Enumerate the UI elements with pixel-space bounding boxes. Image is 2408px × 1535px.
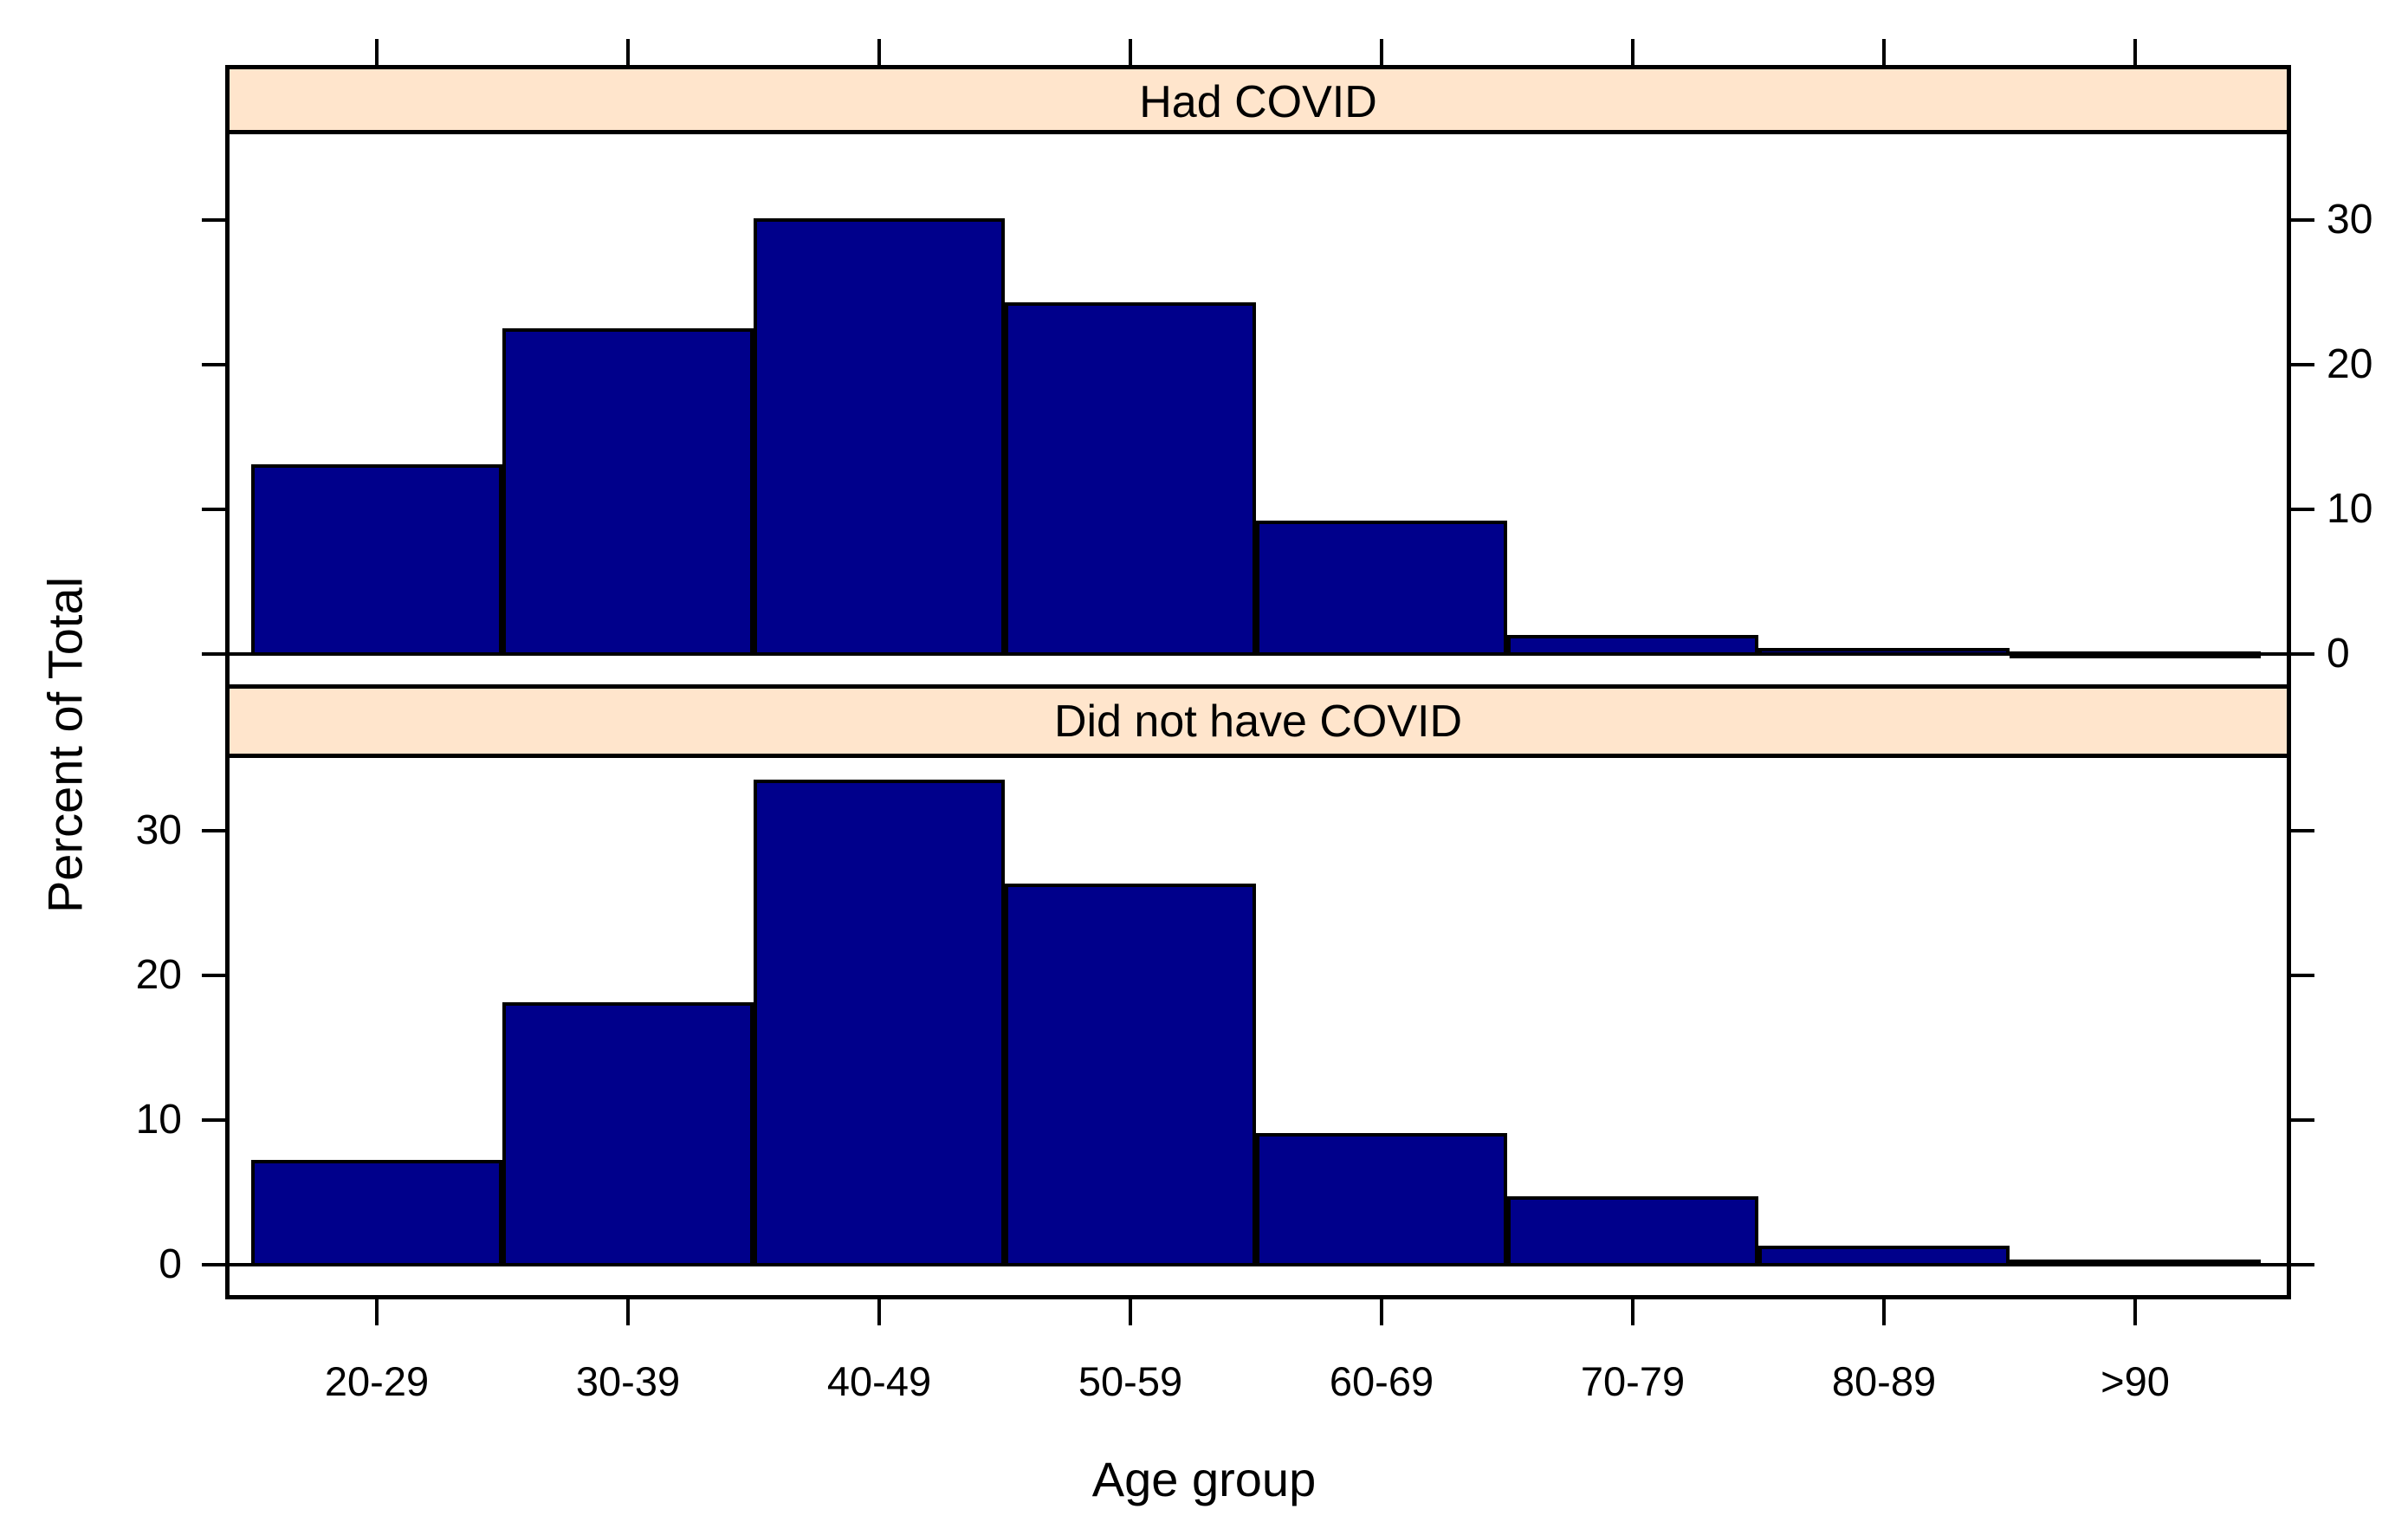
x-axis-tick-bottom (877, 1299, 881, 1325)
y-axis-tick (202, 508, 225, 511)
x-axis-tick-bottom (1882, 1299, 1886, 1325)
x-tick-label: 20-29 (324, 1358, 430, 1404)
x-axis-tick-top (1882, 39, 1886, 65)
x-axis-tick-top (1631, 39, 1634, 65)
x-axis-tick-top (375, 39, 379, 65)
y-axis-tick (2291, 652, 2314, 656)
strip-label: Had COVID (1139, 76, 1377, 127)
y-axis-tick (2291, 1118, 2314, 1122)
y-axis-tick (202, 829, 225, 832)
y-axis-tick (2291, 974, 2314, 977)
y-tick-label: 10 (2327, 486, 2373, 532)
x-axis-tick-top (626, 39, 630, 65)
histogram-bar (1005, 302, 1256, 656)
x-tick-label: 50-59 (1078, 1358, 1183, 1404)
x-axis-tick-bottom (2133, 1299, 2137, 1325)
x-tick-label: 80-89 (1831, 1358, 1937, 1404)
y-axis-tick (202, 1263, 225, 1266)
x-tick-label: 40-49 (826, 1358, 932, 1404)
x-axis-tick-top (877, 39, 881, 65)
x-axis-title: Age group (1091, 1452, 1317, 1506)
histogram-bar (1256, 521, 1507, 656)
zero-axis-line (230, 652, 2287, 656)
y-tick-label: 0 (159, 1241, 182, 1287)
y-axis-tick (202, 974, 225, 977)
y-axis-tick (2291, 218, 2314, 222)
y-axis-tick (202, 363, 225, 366)
y-axis-tick (2291, 363, 2314, 366)
histogram-bar (754, 218, 1005, 656)
y-axis-tick (2291, 829, 2314, 832)
histogram-bar (251, 1160, 502, 1266)
x-axis-tick-bottom (1129, 1299, 1132, 1325)
histogram-bar (1507, 1196, 1758, 1266)
y-axis-tick (2291, 1263, 2314, 1266)
y-axis-tick (202, 218, 225, 222)
x-axis-tick-bottom (1631, 1299, 1634, 1325)
y-tick-label: 30 (2327, 197, 2373, 243)
y-tick-label: 0 (2327, 631, 2350, 677)
histogram-bar (251, 464, 502, 656)
x-axis-tick-top (1380, 39, 1383, 65)
y-axis-title: Percent of Total (37, 576, 93, 914)
x-axis-tick-bottom (375, 1299, 379, 1325)
histogram-bar (1005, 884, 1256, 1266)
panel-had-covid (225, 130, 2291, 689)
y-axis-tick (202, 652, 225, 656)
y-tick-label: 20 (135, 952, 182, 998)
y-tick-label: 10 (135, 1097, 182, 1143)
histogram-bar (754, 780, 1005, 1266)
x-tick-label: 60-69 (1329, 1358, 1434, 1404)
y-axis-tick (202, 1118, 225, 1122)
histogram-bar (502, 1002, 754, 1266)
x-tick-label: >90 (2101, 1358, 2170, 1404)
x-tick-label: 30-39 (575, 1358, 681, 1404)
panel-did-not-have-covid (225, 754, 2291, 1299)
y-tick-label: 30 (135, 807, 182, 853)
x-tick-label: 70-79 (1580, 1358, 1686, 1404)
y-tick-label: 20 (2327, 341, 2373, 387)
panel-strip-had-covid: Had COVID (225, 65, 2291, 134)
strip-label: Did not have COVID (1053, 696, 1463, 747)
panel-strip-did-not-have-covid: Did not have COVID (225, 689, 2291, 754)
histogram-bar (1256, 1133, 1507, 1266)
y-axis-tick (2291, 508, 2314, 511)
x-axis-tick-bottom (626, 1299, 630, 1325)
zero-axis-line (230, 1263, 2287, 1266)
x-axis-tick-top (2133, 39, 2137, 65)
x-axis-tick-bottom (1380, 1299, 1383, 1325)
histogram-bar (502, 328, 754, 656)
x-axis-tick-top (1129, 39, 1132, 65)
